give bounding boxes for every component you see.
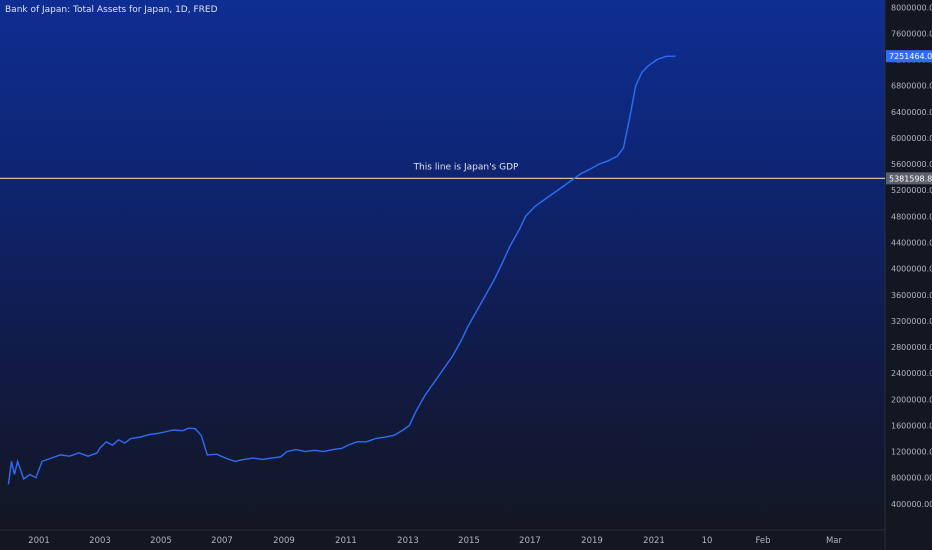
x-tick-label: 10: [702, 536, 713, 546]
y-tick-label: 6400000.00: [891, 108, 932, 117]
y-axis-panel: [885, 0, 932, 550]
x-tick-label: 2013: [397, 536, 419, 546]
y-tick-label: 4800000.00: [891, 212, 932, 221]
y-tick-labels: 400000.00 800000.00 1200000.00 1600000.00 20…: [891, 3, 932, 509]
gdp-annotation: This line is Japan's GDP: [413, 162, 519, 172]
y-tick-label: 1200000.00: [891, 448, 932, 457]
y-tick-label: 8000000.00: [891, 3, 932, 12]
x-tick-label: 2021: [643, 536, 665, 546]
y-tick-label: 2800000.00: [891, 343, 932, 352]
x-tick-labels: 2001 2003 2005 2007 2009 2011 2013 2015 2017 2019…: [28, 536, 842, 546]
x-tick-label: 2015: [458, 536, 480, 546]
y-tick-label: 1600000.00: [891, 421, 932, 430]
value-badges: 7251464.00 5381598.85: [886, 50, 932, 185]
y-tick-label: 4000000.00: [891, 265, 932, 274]
y-tick-label: 6000000.00: [891, 134, 932, 143]
x-tick-label: 2005: [150, 536, 172, 546]
y-tick-label: 2000000.00: [891, 395, 932, 404]
x-tick-label: 2007: [211, 536, 233, 546]
x-tick-label: 2003: [89, 536, 111, 546]
x-axis-panel: [0, 530, 885, 550]
y-tick-label: 3200000.00: [891, 317, 932, 326]
x-tick-label: 2011: [335, 536, 357, 546]
y-tick-label: 6800000.00: [891, 82, 932, 91]
current-value-label: 7251464.00: [889, 52, 932, 61]
gdp-value-badge: [886, 172, 932, 185]
x-tick-label: 2009: [273, 536, 295, 546]
gdp-reference: This line is Japan's GDP: [0, 162, 885, 179]
y-tick-label: 3600000.00: [891, 291, 932, 300]
current-value-badge: [886, 50, 932, 63]
chart-title: Bank of Japan: Total Assets for Japan, 1…: [5, 5, 218, 15]
plot-background: [0, 0, 885, 530]
y-tick-label: 7600000.00: [891, 29, 932, 38]
x-tick-label: 2001: [28, 536, 50, 546]
y-tick-label: 400000.00: [891, 500, 932, 509]
y-tick-label: 800000.00: [891, 474, 932, 483]
series-line: [7, 55, 676, 485]
y-tick-label: 5200000.00: [891, 186, 932, 195]
x-tick-label: 2017: [519, 536, 541, 546]
gdp-value-label: 5381598.85: [889, 174, 932, 183]
y-tick-label: 2400000.00: [891, 369, 932, 378]
x-tick-label: Feb: [755, 536, 770, 546]
x-tick-label: Mar: [826, 536, 843, 546]
y-tick-label: 5600000.00: [891, 160, 932, 169]
y-tick-label: 4400000.00: [891, 238, 932, 247]
x-tick-label: 2019: [581, 536, 603, 546]
